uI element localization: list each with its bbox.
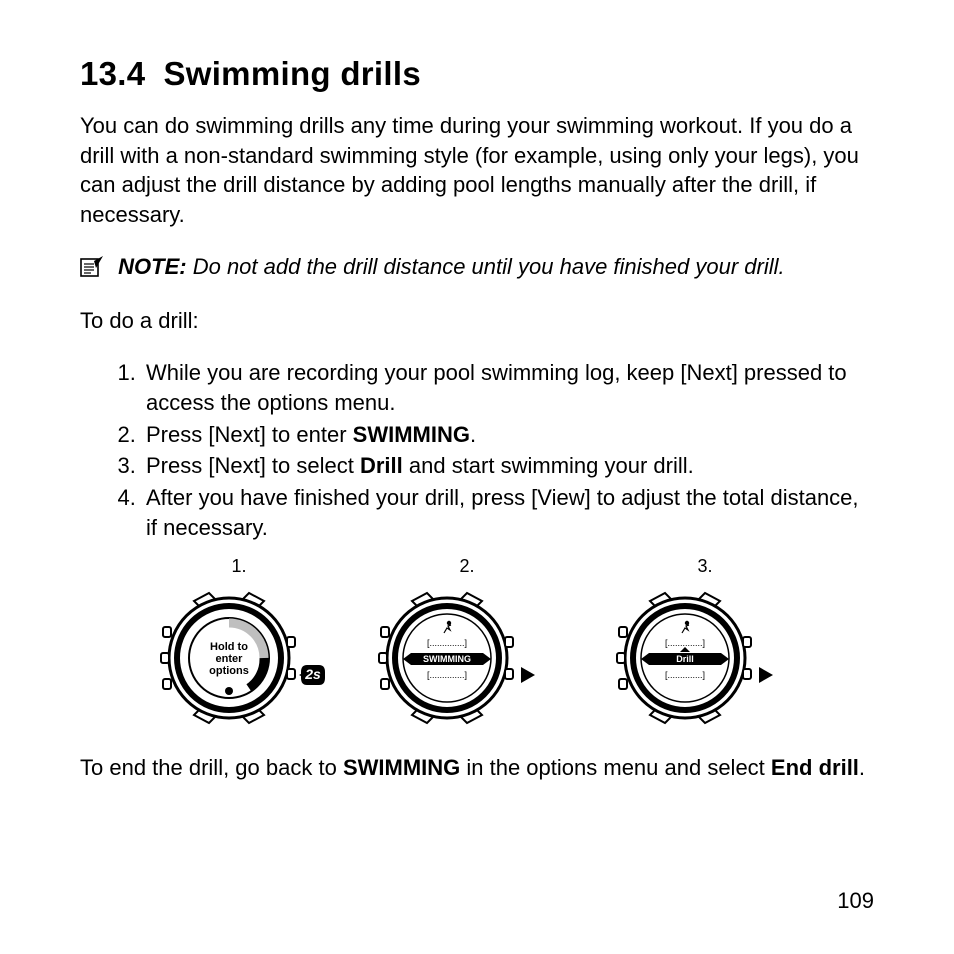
watch-col-2: 2.	[367, 556, 567, 733]
ending-a: To end the drill, go back to	[80, 755, 343, 780]
step-3-bold: Drill	[360, 453, 403, 478]
diagram-step-1: 1.	[231, 556, 246, 577]
svg-text:[..............]: [..............]	[427, 670, 467, 680]
step-4: After you have finished your drill, pres…	[142, 483, 874, 542]
svg-text:enter: enter	[216, 653, 244, 665]
ending-c: in the options menu and select	[460, 755, 771, 780]
step-2-text-a: Press [Next] to enter	[146, 422, 353, 447]
svg-text:Hold to: Hold to	[210, 641, 248, 653]
svg-text:SWIMMING: SWIMMING	[423, 654, 471, 664]
step-4-text: After you have finished your drill, pres…	[146, 485, 859, 540]
diagram-step-3: 3.	[697, 556, 712, 577]
watch-2-cell: [..............] [..............] SWIMMI…	[367, 583, 567, 733]
ending-e: .	[859, 755, 865, 780]
watch-diagram-row: 1.	[80, 556, 874, 733]
todo-label: To do a drill:	[80, 306, 874, 336]
watch-2-svg: [..............] [..............] SWIMMI…	[367, 583, 567, 733]
step-3-text-a: Press [Next] to select	[146, 453, 360, 478]
ending-b: SWIMMING	[343, 755, 460, 780]
watch-col-1: 1.	[149, 556, 329, 733]
section-heading: 13.4 Swimming drills	[80, 55, 874, 93]
section-title-text: Swimming drills	[163, 55, 421, 92]
watch-1-svg: Hold to enter options 2s	[149, 583, 329, 733]
watch-1-cell: Hold to enter options 2s	[149, 583, 329, 733]
step-1: While you are recording your pool swimmi…	[142, 358, 874, 417]
svg-text:[..............]: [..............]	[427, 638, 467, 648]
step-3: Press [Next] to select Drill and start s…	[142, 451, 874, 481]
svg-text:Drill: Drill	[676, 654, 694, 664]
svg-text:options: options	[209, 665, 249, 677]
manual-page: 13.4 Swimming drills You can do swimming …	[0, 0, 954, 954]
svg-text:[..............]: [..............]	[665, 670, 705, 680]
watch-3-cell: [..............] Drill [..............]	[605, 583, 805, 733]
diagram-step-2: 2.	[459, 556, 474, 577]
step-2-text-c: .	[470, 422, 476, 447]
note-body: Do not add the drill distance until you …	[193, 254, 785, 279]
press-arrow-icon	[759, 667, 773, 683]
svg-text:2s: 2s	[304, 666, 321, 682]
step-1-text: While you are recording your pool swimmi…	[146, 360, 847, 415]
note-block: NOTE: Do not add the drill distance unti…	[80, 252, 874, 285]
section-number: 13.4	[80, 55, 145, 92]
ending-d: End drill	[771, 755, 859, 780]
step-2-bold: SWIMMING	[353, 422, 470, 447]
step-2: Press [Next] to enter SWIMMING.	[142, 420, 874, 450]
press-arrow-icon	[521, 667, 535, 683]
page-number: 109	[837, 888, 874, 914]
steps-list: While you are recording your pool swimmi…	[80, 358, 874, 542]
intro-paragraph: You can do swimming drills any time duri…	[80, 111, 874, 230]
step-3-text-c: and start swimming your drill.	[403, 453, 694, 478]
note-icon	[80, 255, 106, 285]
watch-col-3: 3. [..............]	[605, 556, 805, 733]
watch-3-svg: [..............] Drill [..............]	[605, 583, 805, 733]
ending-paragraph: To end the drill, go back to SWIMMING in…	[80, 753, 874, 783]
svg-text:[..............]: [..............]	[665, 638, 705, 648]
note-label: NOTE:	[118, 254, 186, 279]
